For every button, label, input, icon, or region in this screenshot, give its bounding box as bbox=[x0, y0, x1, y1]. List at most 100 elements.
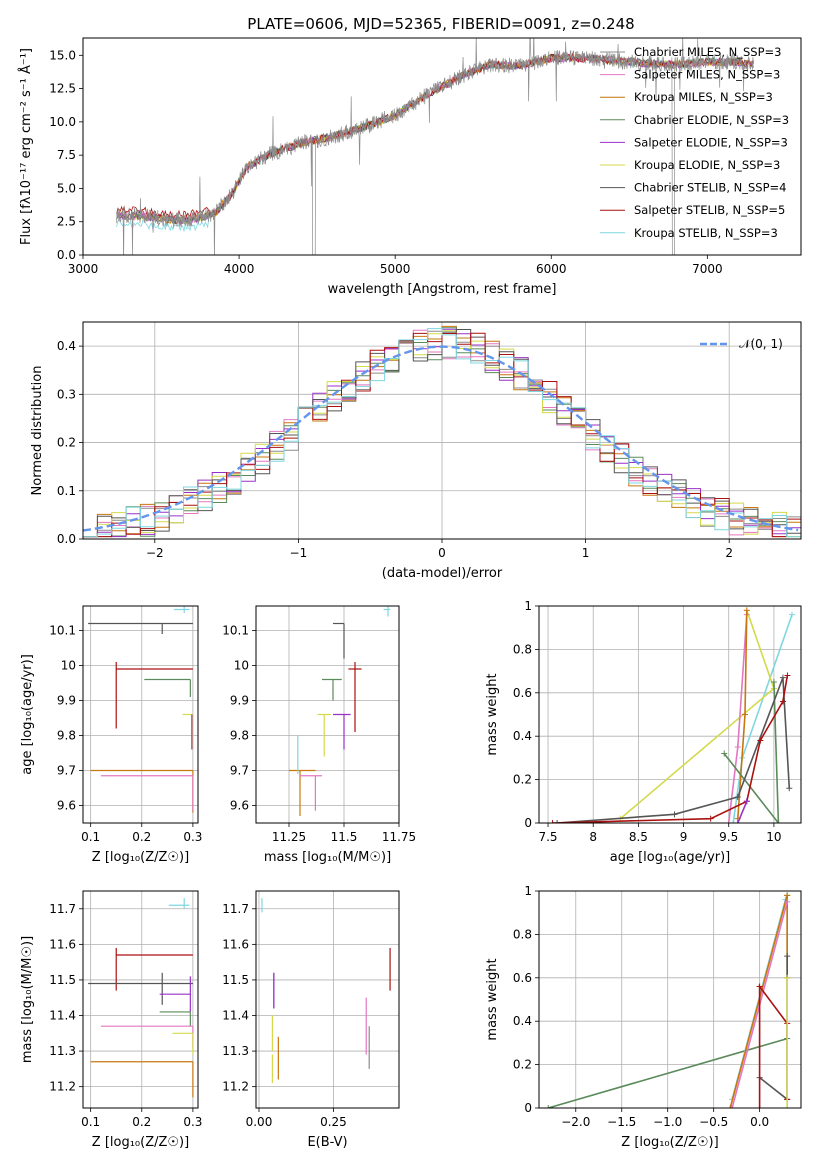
y-tick-label: 0.6 bbox=[513, 686, 532, 700]
mass-weight-marker bbox=[784, 898, 791, 905]
y-tick-label: 0.4 bbox=[57, 339, 76, 353]
mass-vs-reddening-panel: 0.00 0.25 11.2 11.3 11.4 11.5 11.6 11.7 E(B-V) bbox=[222, 890, 400, 1150]
y-tick-label: 11.5 bbox=[222, 973, 249, 987]
y-tick-label: 9.7 bbox=[230, 764, 249, 778]
mass-weight-marker bbox=[788, 611, 795, 618]
y-tick-label: 0.2 bbox=[513, 1058, 532, 1072]
mass-weight-marker bbox=[784, 953, 791, 960]
y-tick-label: 9.8 bbox=[57, 729, 76, 743]
age-vs-metallicity-panel: 0.1 0.2 0.3 9.6 9.7 9.8 9.9 10 10.1 Z [log₁₀(Z/Z☉… bbox=[20, 605, 202, 865]
x-tick-label: 3000 bbox=[68, 262, 99, 276]
axes-frame bbox=[538, 605, 802, 824]
y-axis-label: Normed distribution bbox=[30, 366, 45, 496]
y-tick-label: 10 bbox=[61, 659, 76, 673]
x-tick-label: 1 bbox=[582, 546, 590, 560]
x-tick-label: 9 bbox=[680, 830, 688, 844]
y-tick-label: 9.7 bbox=[57, 764, 76, 778]
mass-weight-marker bbox=[734, 820, 741, 823]
y-tick-label: 11.4 bbox=[222, 1009, 249, 1023]
x-tick-label: 11.25 bbox=[272, 830, 306, 844]
x-tick-label: 5000 bbox=[380, 262, 411, 276]
x-tick-label: 0.3 bbox=[183, 1115, 202, 1129]
x-tick-label: 4000 bbox=[224, 262, 255, 276]
x-tick-label: 8.5 bbox=[629, 830, 648, 844]
y-tick-label: 0.8 bbox=[513, 927, 532, 941]
mass-weight-marker bbox=[786, 785, 793, 792]
x-tick-label: 8 bbox=[589, 830, 597, 844]
mass-weight-line bbox=[729, 895, 788, 1108]
mass-weight-line bbox=[552, 675, 789, 823]
legend-label: Salpeter STELIB, N_SSP=5 bbox=[634, 203, 785, 217]
x-tick-label: 0 bbox=[438, 546, 446, 560]
x-axis-label: mass [log₁₀(M/M☉)] bbox=[264, 850, 391, 865]
y-axis-label: Flux [fλ10⁻¹⁷ erg cm⁻² s⁻¹ Å⁻¹] bbox=[18, 48, 34, 245]
legend-label: Kroupa ELODIE, N_SSP=3 bbox=[634, 158, 780, 172]
residual-histogram-step bbox=[83, 329, 801, 538]
mass-weight-marker bbox=[779, 698, 786, 705]
legend-label: Kroupa MILES, N_SSP=3 bbox=[634, 90, 773, 104]
y-tick-label: 0.0 bbox=[57, 248, 76, 262]
y-axis-label: mass [log₁₀(M/M☉)] bbox=[20, 936, 35, 1063]
y-tick-label: 12.5 bbox=[49, 82, 76, 96]
x-tick-label: 0.0 bbox=[750, 1115, 769, 1129]
mass-weight-vs-age-panel: 7.5 8 8.5 9 9.5 10 0 0.2 0.4 0.6 0.8 1 age [log₁₀(ag… bbox=[485, 599, 802, 865]
mass-weight-marker bbox=[784, 892, 791, 899]
y-tick-label: 0.6 bbox=[513, 971, 532, 985]
y-tick-label: 11.6 bbox=[222, 937, 249, 951]
residual-histogram-panel: −2 −1 0 1 2 0.0 0.1 0.2 0.3 0.4 (data-model)/error… bbox=[30, 321, 802, 581]
plot-area bbox=[88, 606, 194, 813]
x-tick-label: −2 bbox=[146, 546, 164, 560]
mass-weight-marker bbox=[743, 798, 750, 805]
mass-weight-marker bbox=[727, 1105, 734, 1108]
mass-weight-marker bbox=[549, 820, 556, 823]
mass-weight-marker bbox=[775, 820, 782, 823]
axes-frame bbox=[255, 890, 400, 1109]
x-tick-label: 7.5 bbox=[538, 830, 557, 844]
legend-label: 𝒩(0, 1) bbox=[739, 337, 783, 351]
y-tick-label: 9.9 bbox=[57, 694, 76, 708]
x-axis-label: Z [log₁₀(Z/Z☉)] bbox=[92, 1135, 189, 1150]
mass-weight-marker bbox=[707, 815, 714, 822]
y-tick-label: 9.6 bbox=[230, 799, 249, 813]
mass-weight-marker bbox=[784, 672, 791, 679]
plot-area bbox=[549, 607, 795, 823]
x-tick-label: −2.0 bbox=[561, 1115, 590, 1129]
mass-weight-marker bbox=[725, 820, 732, 823]
y-tick-label: 0.2 bbox=[57, 436, 76, 450]
plot-area bbox=[83, 325, 801, 538]
axes-frame bbox=[538, 890, 802, 1109]
figure-title: PLATE=0606, MJD=52365, FIBERID=0091, z=0… bbox=[247, 15, 634, 33]
y-tick-label: 11.3 bbox=[49, 1044, 76, 1058]
mass-weight-marker bbox=[779, 674, 786, 681]
plot-area bbox=[261, 898, 391, 1084]
mass-weight-line bbox=[758, 984, 788, 1108]
legend-label: Salpeter MILES, N_SSP=3 bbox=[634, 68, 780, 82]
legend-label: Chabrier ELODIE, N_SSP=3 bbox=[634, 113, 789, 127]
mass-weight-marker bbox=[741, 711, 748, 718]
mass-weight-marker bbox=[729, 1105, 736, 1108]
y-tick-label: 0.0 bbox=[57, 532, 76, 546]
x-tick-label: 2 bbox=[725, 546, 733, 560]
mass-weight-marker bbox=[770, 678, 777, 685]
y-tick-label: 0 bbox=[524, 1101, 532, 1115]
mass-weight-line bbox=[557, 677, 791, 823]
y-tick-label: 11.5 bbox=[49, 973, 76, 987]
y-tick-label: 15.0 bbox=[49, 48, 76, 62]
x-tick-label: 0.00 bbox=[246, 1115, 273, 1129]
y-tick-label: 0.3 bbox=[57, 387, 76, 401]
observed-spectrum-line bbox=[116, 38, 755, 255]
y-axis-label: mass weight bbox=[485, 958, 500, 1040]
y-tick-label: 0.4 bbox=[513, 1014, 532, 1028]
y-axis-label: mass weight bbox=[485, 673, 500, 755]
x-tick-label: 0.25 bbox=[320, 1115, 347, 1129]
x-tick-label: 11.75 bbox=[382, 830, 416, 844]
y-tick-label: 0.2 bbox=[513, 773, 532, 787]
x-tick-label: 9.5 bbox=[719, 830, 738, 844]
axes-frame bbox=[82, 37, 802, 256]
residual-histogram-step bbox=[83, 328, 801, 538]
y-tick-label: 0 bbox=[524, 816, 532, 830]
x-tick-label: 0.3 bbox=[183, 830, 202, 844]
y-tick-label: 10.0 bbox=[49, 115, 76, 129]
y-tick-label: 1 bbox=[524, 884, 532, 898]
x-axis-label: Z [log₁₀(Z/Z☉)] bbox=[92, 850, 189, 865]
